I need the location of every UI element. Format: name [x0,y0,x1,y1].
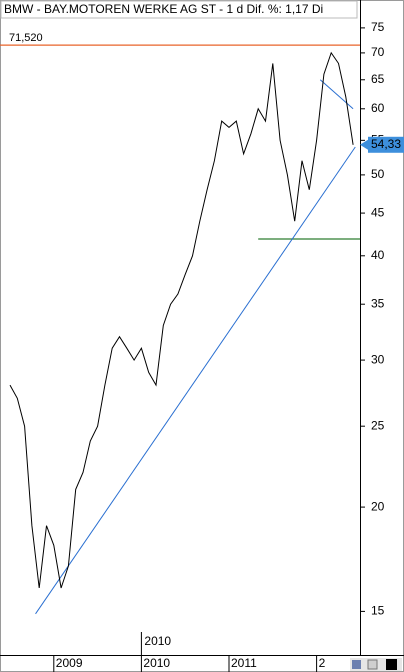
y-tick-label: 75 [371,20,385,34]
title-group: BMW - BAY.MOTOREN WERKE AG ST - 1 d Dif.… [4,2,323,16]
overlay: 1520253035404550556065707520092010201125… [53,20,404,672]
x-tick-label: 2009 [56,656,83,670]
plot-area: 2010 71,520 [0,32,360,655]
y-tick-label: 20 [371,499,385,513]
hline-label: 71,520 [9,32,43,44]
trendline [319,79,354,110]
trendline [35,146,356,615]
button-save[interactable] [352,660,361,669]
x-tick-label: 2 [319,656,326,670]
y-tick-label: 70 [371,45,385,59]
annotation: 2010 [144,634,171,648]
y-tick-label: 35 [371,296,385,310]
y-tick-label: 60 [371,101,385,115]
y-tick-label: 45 [371,205,385,219]
y-tick-label: 25 [371,418,385,432]
price-line [9,51,354,589]
last-price-pointer [360,139,368,150]
y-tick-label: 15 [371,604,385,618]
last-price-box [368,136,404,153]
button-stop[interactable] [386,659,397,670]
y-tick-label: 30 [371,352,385,366]
y-tick-label: 65 [371,72,385,86]
y-tick-label: 50 [371,167,385,181]
button-pin[interactable] [367,659,378,670]
x-tick-label: 2011 [231,656,257,670]
title-box [0,0,358,19]
x-tick-label: 2010 [143,656,170,670]
chart-title: BMW - BAY.MOTOREN WERKE AG ST - 1 d Dif.… [4,2,323,16]
last-price-label: 54,33 [371,137,401,151]
y-tick-label: 40 [371,248,385,262]
toolbar [350,658,402,671]
